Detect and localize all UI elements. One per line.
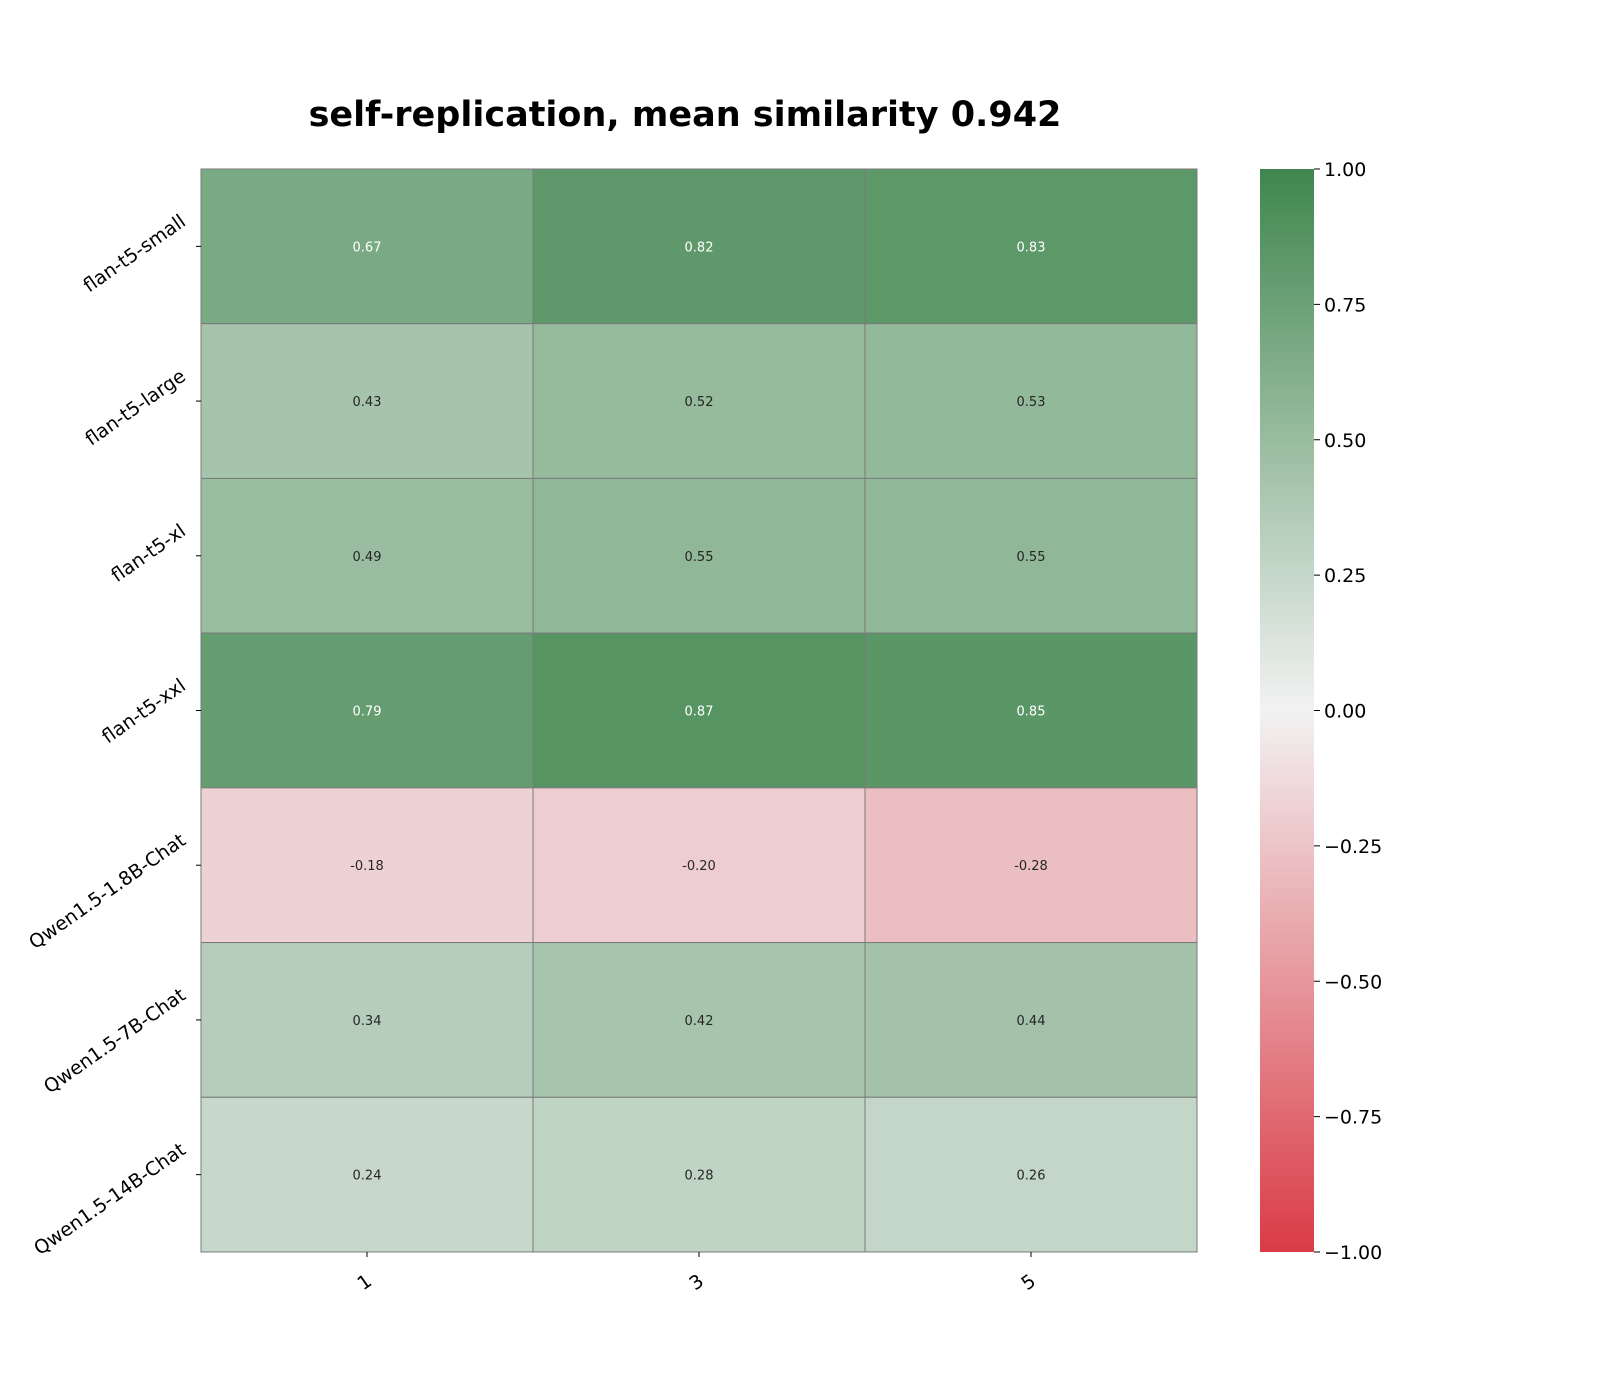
y-tick-label: flan-t5-large: [81, 365, 190, 450]
colorbar-tick-label: 0.00: [1324, 701, 1366, 723]
heatmap-cell: [200, 168, 534, 325]
heatmap-cell: [200, 323, 534, 479]
cell-value-label: 0.82: [685, 240, 714, 255]
y-tick-label: flan-t5-xxl: [98, 675, 190, 748]
heatmap-cell: [532, 787, 866, 944]
cell-value-label: 0.28: [685, 1169, 714, 1184]
heatmap-cell: [532, 1096, 866, 1253]
cell-value-label: 0.24: [353, 1169, 382, 1184]
cell-value-label: -0.20: [682, 859, 716, 874]
heatmap-cell: [532, 477, 866, 634]
cell-value-label: -0.28: [1014, 859, 1048, 874]
heatmap-cell: [864, 1096, 1198, 1253]
colorbar-tick-label: −0.50: [1324, 971, 1382, 993]
heatmap-cell: [532, 323, 866, 479]
cell-value-label: 0.87: [685, 705, 714, 720]
colorbar-tick-label: 0.25: [1324, 565, 1366, 587]
heatmap-cell: [532, 942, 866, 1098]
colorbar-tick-label: −1.00: [1324, 1242, 1382, 1264]
cell-value-label: 0.42: [685, 1014, 714, 1029]
heatmap-cell: [200, 787, 534, 944]
heatmap-cell: [532, 168, 866, 325]
cell-value-label: 0.26: [1017, 1169, 1046, 1184]
cell-value-label: 0.55: [1017, 550, 1046, 565]
cell-value-label: 0.83: [1017, 240, 1046, 255]
heatmap-cell: [864, 632, 1198, 789]
x-tick-label: 1: [353, 1270, 376, 1295]
colorbar-tick-label: −0.75: [1324, 1107, 1382, 1129]
y-axis: flan-t5-small flan-t5-large flan-t5-xl flan…: [25, 210, 201, 1260]
x-tick-label: 5: [1017, 1270, 1040, 1295]
x-axis: 1 3 5: [353, 1252, 1040, 1295]
heatmap-cell: [864, 323, 1198, 479]
y-tick-label: flan-t5-xl: [107, 520, 190, 587]
cell-value-label: 0.67: [353, 240, 382, 255]
colorbar-tick-label: 1.00: [1324, 159, 1366, 181]
heatmap-cell: [200, 477, 534, 634]
cell-value-label: 0.44: [1017, 1014, 1046, 1029]
cell-value-label: 0.49: [353, 550, 382, 565]
y-tick-label: Qwen1.5-1.8B-Chat: [25, 829, 190, 954]
chart-title: self-replication, mean similarity 0.942: [309, 95, 1062, 135]
y-tick-label: Qwen1.5-14B-Chat: [30, 1139, 190, 1260]
y-tick-label: Qwen1.5-7B-Chat: [40, 984, 190, 1098]
cell-value-label: 0.55: [685, 550, 714, 565]
cell-value-label: 0.52: [685, 395, 714, 410]
colorbar-gradient: [1260, 169, 1314, 1252]
cell-value-label: 0.43: [353, 395, 382, 410]
colorbar-tick-label: −0.25: [1324, 836, 1382, 858]
heatmap-cell: [864, 942, 1198, 1098]
cell-value-label: 0.79: [353, 705, 382, 720]
cell-value-label: -0.18: [350, 859, 384, 874]
colorbar-tick-label: 0.50: [1324, 430, 1366, 452]
x-tick-label: 3: [685, 1270, 708, 1295]
cell-value-label: 0.53: [1017, 395, 1046, 410]
y-tick-label: flan-t5-small: [79, 210, 190, 297]
heatmap-cells: 0.67 0.82 0.83 0.43 0.52 0.53 0.49 0.55 0.55 0.79…: [200, 168, 1198, 1253]
cell-value-label: 0.34: [353, 1014, 382, 1029]
heatmap-cell: [864, 787, 1198, 944]
heatmap-cell: [200, 1096, 534, 1253]
colorbar: 1.00 0.75 0.50 0.25 0.00 −0.25 −0.50 −0.75 −1.00: [1260, 159, 1382, 1264]
heatmap-cell: [864, 168, 1198, 325]
colorbar-tick-label: 0.75: [1324, 294, 1366, 316]
cell-value-label: 0.85: [1017, 705, 1046, 720]
heatmap-cell: [200, 632, 534, 789]
